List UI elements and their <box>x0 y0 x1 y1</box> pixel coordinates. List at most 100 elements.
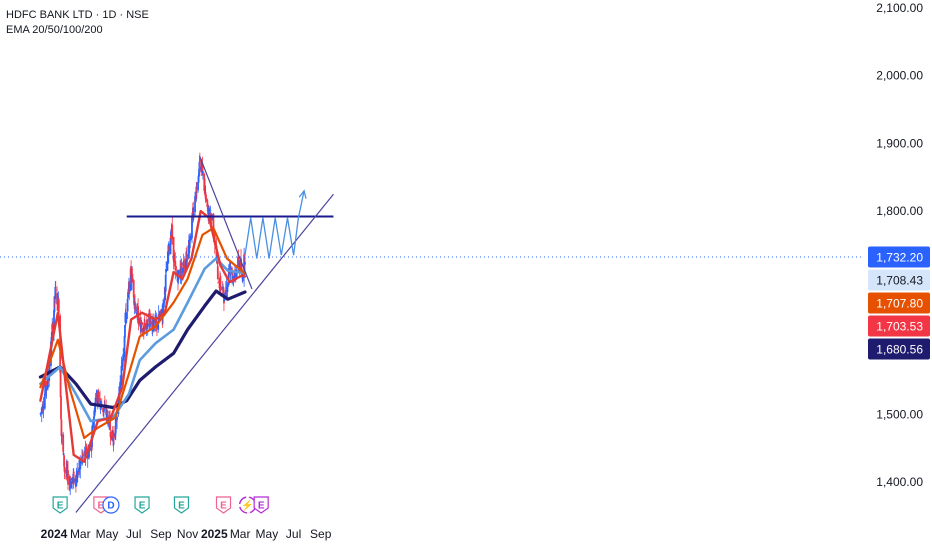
candle-body <box>145 321 148 326</box>
event-marker-label: ⚡ <box>241 499 253 512</box>
candle-body <box>210 217 213 219</box>
chart-legend: HDFC BANK LTD · 1D · NSE EMA 20/50/100/2… <box>6 8 149 38</box>
ema-line-ema100 <box>39 257 247 423</box>
candle-body <box>117 411 120 414</box>
candle-body <box>194 196 196 213</box>
price-tag-label: 1,732.20 <box>876 251 923 265</box>
events-layer: E E D E E E ⚡ E <box>52 496 269 514</box>
candle-body <box>149 322 151 328</box>
projection-path <box>244 190 305 259</box>
candle-body <box>202 171 204 174</box>
candle-body <box>86 453 89 459</box>
candle-body <box>46 372 49 389</box>
candle-body <box>82 453 84 456</box>
drawings-layer <box>0 155 862 513</box>
candle-body <box>109 418 111 430</box>
event-marker-label: E <box>220 501 227 512</box>
candle-body <box>133 296 136 304</box>
candle-body <box>195 198 197 200</box>
candle-body <box>94 402 97 413</box>
candle-body <box>96 401 99 406</box>
candle-body <box>80 461 83 463</box>
candle-body <box>99 397 101 407</box>
x-tick-label: May <box>256 527 279 541</box>
candle-body <box>63 466 66 471</box>
candle-body <box>198 160 201 172</box>
candle-body <box>112 437 115 445</box>
candle-body <box>198 173 200 176</box>
candle-body <box>97 392 100 398</box>
y-tick-label: 2,100.00 <box>876 1 923 15</box>
candle-body <box>171 224 174 240</box>
candle-body <box>231 274 234 276</box>
candle-body <box>64 470 66 472</box>
time-axis[interactable]: 2024 Mar May Jul Sep Nov 2025 Mar May Jul Sep <box>0 520 932 550</box>
candle-body <box>229 263 231 273</box>
ema-line-ema200 <box>38 289 247 410</box>
candle-body <box>62 434 65 452</box>
candle-body <box>39 413 42 415</box>
x-tick-label: Mar <box>70 527 91 541</box>
candle-body <box>54 289 57 291</box>
candle-body <box>72 471 75 485</box>
projection-arrowhead <box>298 189 307 199</box>
candle-body <box>143 322 146 328</box>
candle-body <box>184 259 187 270</box>
candle-body <box>172 236 175 261</box>
candle-body <box>183 265 186 268</box>
candle-body <box>182 262 185 269</box>
candle-body <box>244 262 246 265</box>
candle-body <box>51 324 54 332</box>
x-tick-label: Sep <box>150 527 172 541</box>
candle-body <box>220 288 223 290</box>
candle-body <box>174 260 177 271</box>
symbol-title[interactable]: HDFC BANK LTD · 1D · NSE <box>6 9 149 21</box>
price-tag <box>868 292 930 314</box>
candle-body <box>219 276 222 289</box>
candle-body <box>235 270 238 277</box>
indicator-title[interactable]: EMA 20/50/100/200 <box>6 24 103 36</box>
price-tag <box>868 315 930 337</box>
candle-body <box>195 189 198 191</box>
candle-body <box>149 317 152 325</box>
candle-body <box>78 468 80 472</box>
candle-body <box>160 309 163 314</box>
price-tag-label: 1,708.43 <box>876 274 923 288</box>
candle-body <box>226 284 229 292</box>
ema-line-ema20 <box>39 209 247 463</box>
ema-line-ema50 <box>39 227 247 440</box>
candle-body <box>166 251 169 262</box>
event-marker-label: E <box>98 501 105 512</box>
event-dividend-marker <box>102 496 120 514</box>
candle-body <box>128 281 131 295</box>
x-tick-label: Jul <box>286 527 301 541</box>
price-axis[interactable]: 2,100.00 2,000.00 1,900.00 1,800.00 1,500.00… <box>862 0 932 520</box>
down-trendline <box>198 155 253 290</box>
candle-body <box>222 287 225 298</box>
candle-body <box>223 300 225 304</box>
x-tick-label: Sep <box>310 527 332 541</box>
candle-body <box>189 236 192 241</box>
candle-body <box>165 269 168 273</box>
candle-body <box>166 261 169 271</box>
price-tag <box>868 338 930 360</box>
candle-body <box>137 323 140 325</box>
candle-body <box>45 386 48 391</box>
candle-body <box>63 455 65 467</box>
candle-body <box>48 365 51 367</box>
candle-body <box>197 182 200 190</box>
candle-body <box>45 381 48 390</box>
candle-body <box>121 359 124 367</box>
candle-body <box>70 480 72 489</box>
ema-lines-layer <box>38 209 247 463</box>
candle-body <box>88 449 90 458</box>
candle-body <box>106 410 109 415</box>
candle-body <box>125 312 128 323</box>
candle-body <box>124 325 126 338</box>
candle-body <box>53 310 55 334</box>
candle-body <box>60 419 63 436</box>
candle-body <box>111 431 114 439</box>
x-tick-label: Jul <box>126 527 141 541</box>
candle-body <box>204 192 207 194</box>
